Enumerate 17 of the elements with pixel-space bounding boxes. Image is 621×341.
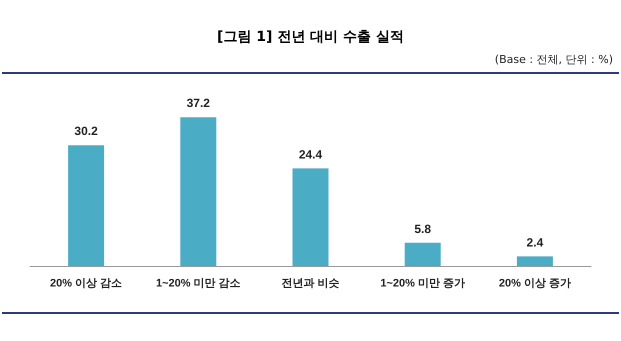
text: (Base : 전체, 단위 : %) (494, 52, 613, 67)
bar (68, 145, 104, 266)
bar (404, 242, 441, 266)
bar (292, 168, 328, 266)
x-tick-label: 20% 이상 증가 (498, 278, 571, 290)
data-label: 5.8 (414, 222, 432, 236)
data-label: 24.4 (298, 147, 322, 162)
data-label: 2.4 (526, 235, 544, 250)
data-label: 30.2 (74, 124, 98, 138)
chart-title: [그림 1] 전년 대비 수출 실적 (216, 28, 405, 46)
bar (516, 256, 553, 266)
x-tick-label: 20% 이상 감소 (50, 278, 122, 290)
bar (180, 117, 216, 266)
x-tick-label: 1~20% 미만 증가 (380, 278, 466, 290)
x-tick-label: 전년과 비슷 (281, 278, 340, 290)
data-label: 37.2 (186, 96, 210, 110)
x-tick-label: 1~20% 미만 감소 (156, 278, 241, 290)
